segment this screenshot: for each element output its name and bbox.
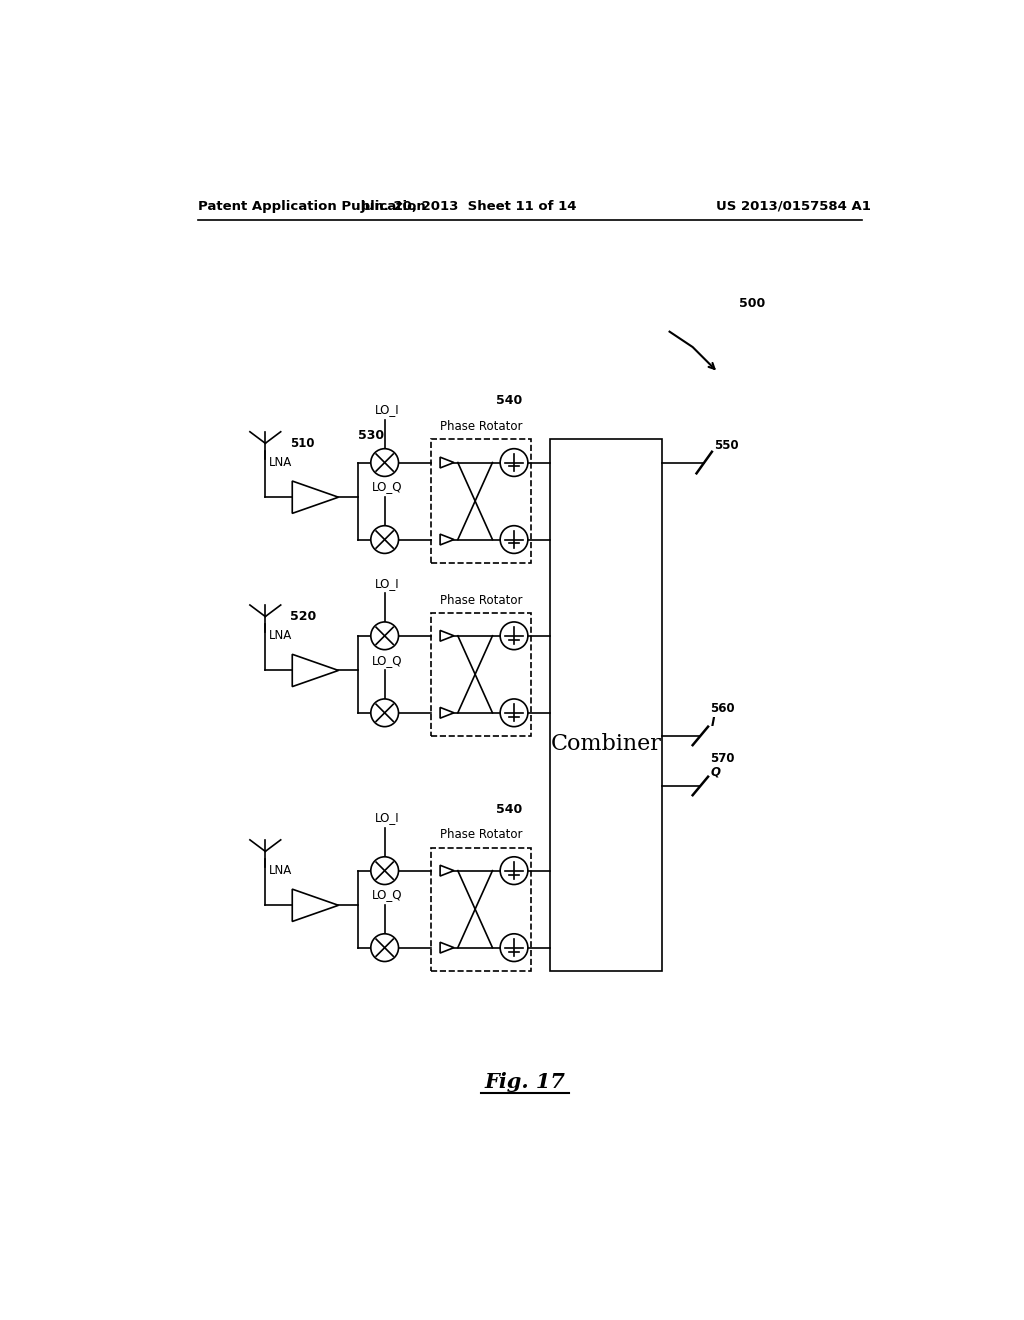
Circle shape [371, 933, 398, 961]
Circle shape [500, 700, 528, 726]
Text: 550: 550 [714, 440, 739, 453]
Text: 570: 570 [711, 752, 735, 766]
Circle shape [371, 449, 398, 477]
Text: LNA: LNA [269, 865, 293, 878]
Circle shape [500, 933, 528, 961]
Circle shape [371, 525, 398, 553]
Text: 560: 560 [711, 702, 735, 715]
Text: Q: Q [711, 766, 720, 779]
Bar [550, 440, 662, 970]
Text: LO_I: LO_I [375, 404, 399, 416]
Circle shape [371, 700, 398, 726]
Text: LO_Q: LO_Q [372, 888, 402, 902]
Text: Phase Rotator: Phase Rotator [439, 420, 522, 433]
Text: LO_Q: LO_Q [372, 480, 402, 494]
Text: 540: 540 [497, 803, 522, 816]
Text: Phase Rotator: Phase Rotator [439, 594, 522, 607]
Text: 520: 520 [290, 610, 316, 623]
Text: 530: 530 [357, 429, 384, 442]
Text: LNA: LNA [269, 455, 293, 469]
Circle shape [500, 622, 528, 649]
Text: I: I [711, 715, 715, 729]
Text: LO_I: LO_I [375, 577, 399, 590]
Text: Jun. 20, 2013  Sheet 11 of 14: Jun. 20, 2013 Sheet 11 of 14 [361, 199, 578, 213]
Text: LO_I: LO_I [375, 812, 399, 825]
Circle shape [371, 622, 398, 649]
Circle shape [500, 857, 528, 884]
Text: Patent Application Publication: Patent Application Publication [199, 199, 426, 213]
Circle shape [500, 525, 528, 553]
Text: 500: 500 [739, 297, 765, 310]
Bar [431, 440, 531, 562]
Circle shape [371, 857, 398, 884]
Circle shape [500, 449, 528, 477]
Text: Fig. 17: Fig. 17 [484, 1072, 565, 1093]
Text: Combiner: Combiner [551, 733, 662, 755]
Text: Phase Rotator: Phase Rotator [439, 829, 522, 841]
Text: 540: 540 [497, 395, 522, 408]
Bar [431, 847, 531, 970]
Text: 510: 510 [290, 437, 314, 450]
Text: US 2013/0157584 A1: US 2013/0157584 A1 [716, 199, 870, 213]
Text: LO_Q: LO_Q [372, 653, 402, 667]
Bar [431, 612, 531, 737]
Text: LNA: LNA [269, 630, 293, 643]
